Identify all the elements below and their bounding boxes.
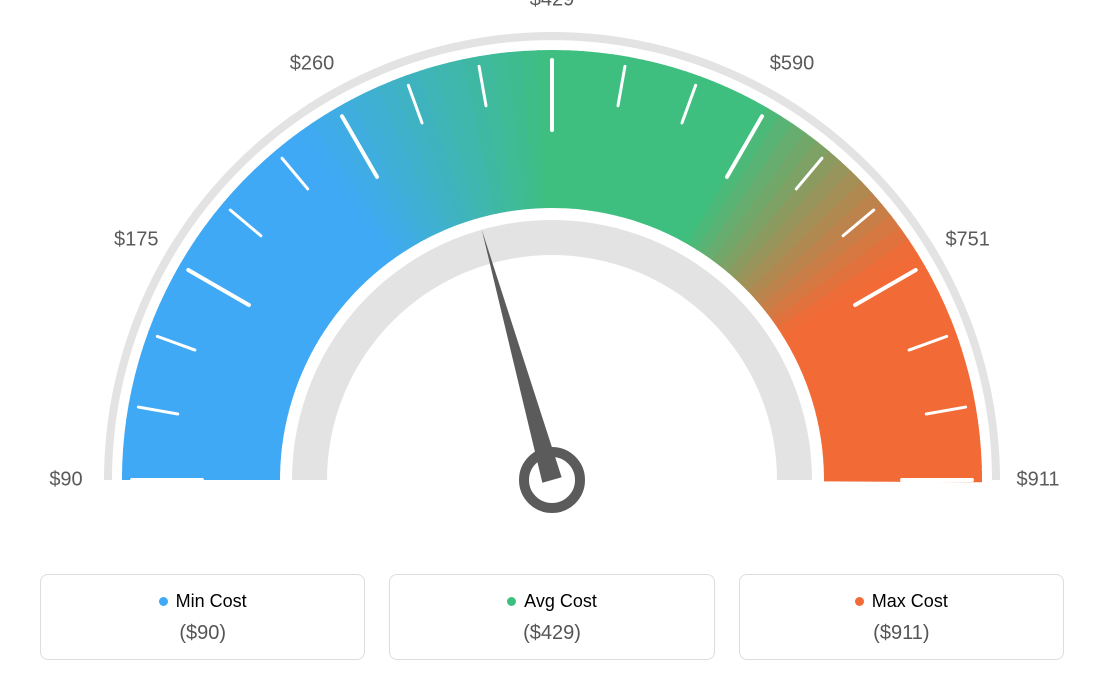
legend-min-value: ($90) <box>51 622 354 645</box>
gauge-svg <box>52 10 1052 550</box>
legend-avg: Avg Cost ($429) <box>389 574 714 660</box>
dot-icon <box>507 597 516 606</box>
legend-max-label-text: Max Cost <box>872 591 948 612</box>
legend-max-label: Max Cost <box>855 591 948 612</box>
legend-avg-label: Avg Cost <box>507 591 597 612</box>
legend-min-label: Min Cost <box>159 591 247 612</box>
legend-min: Min Cost ($90) <box>40 574 365 660</box>
legend-min-label-text: Min Cost <box>176 591 247 612</box>
legend-avg-value: ($429) <box>400 622 703 645</box>
dot-icon <box>855 597 864 606</box>
legend-max: Max Cost ($911) <box>739 574 1064 660</box>
legend-avg-label-text: Avg Cost <box>524 591 597 612</box>
legend-row: Min Cost ($90) Avg Cost ($429) Max Cost … <box>0 574 1104 660</box>
legend-max-value: ($911) <box>750 622 1053 645</box>
dot-icon <box>159 597 168 606</box>
gauge-chart: $90$175$260$429$590$751$911 <box>52 10 1052 555</box>
